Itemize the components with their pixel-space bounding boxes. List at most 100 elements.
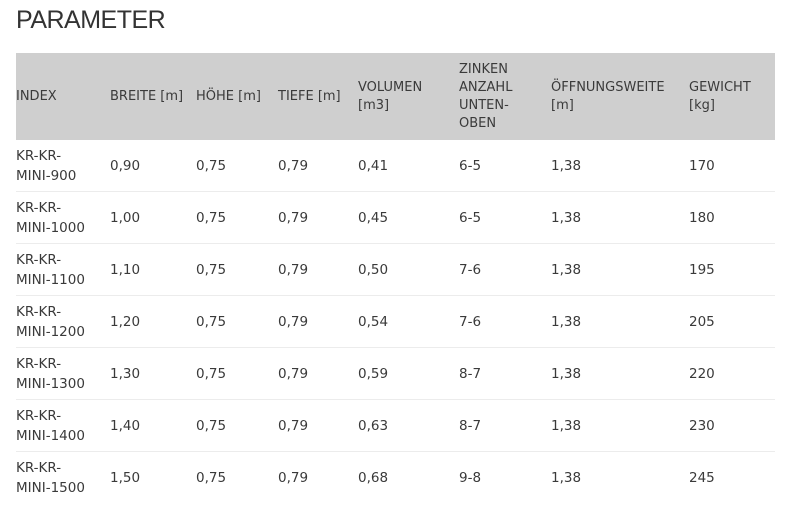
row-index: KR-KR-MINI-1300 [16,355,85,392]
table-cell: 195 [689,243,775,296]
cell-value: 0,75 [196,261,227,278]
column-header: BREITE [m] [110,53,196,140]
cell-value: 1,38 [551,417,582,434]
table-cell: 0,75 [196,347,278,400]
column-header-label: INDEX [16,88,57,104]
table-cell: 1,38 [551,140,689,192]
table-cell: 170 [689,140,775,192]
table-cell: 0,50 [358,243,459,296]
table-cell: 6-5 [459,191,551,244]
page-title: PARAMETER [16,6,166,34]
cell-value: 0,41 [358,157,389,174]
cell-value: 0,79 [278,209,309,226]
table-cell: 0,79 [278,295,358,348]
table-cell: 0,79 [278,347,358,400]
table-cell: 7-6 [459,243,551,296]
table-cell: KR-KR-MINI-900 [16,140,110,192]
table-cell: 1,10 [110,243,196,296]
table-cell: 1,30 [110,347,196,400]
column-header-label: TIEFE [m] [278,88,341,104]
cell-value: 0,45 [358,209,389,226]
cell-value: 0,75 [196,313,227,330]
table-cell: 6-5 [459,140,551,192]
table-cell: 0,75 [196,140,278,192]
column-header: TIEFE [m] [278,53,358,140]
cell-value: 7-6 [459,313,482,330]
cell-value: 245 [689,469,715,486]
cell-value: 0,79 [278,417,309,434]
table-cell: 1,38 [551,399,689,452]
row-index: KR-KR-MINI-1400 [16,407,85,444]
column-header-label: GEWICHT [kg] [689,79,751,113]
cell-value: 7-6 [459,261,482,278]
table-cell: 0,79 [278,399,358,452]
cell-value: 0,79 [278,469,309,486]
table-cell: 0,75 [196,452,278,504]
cell-value: 0,75 [196,157,227,174]
table-cell: 0,63 [358,399,459,452]
cell-value: 0,63 [358,417,389,434]
table-cell: 1,50 [110,452,196,504]
table-row: KR-KR-MINI-1100 1,10 0,75 0,79 0,50 7-6 1,38 19… [16,243,775,296]
table-cell: 0,68 [358,452,459,504]
table-cell: KR-KR-MINI-1400 [16,399,110,452]
cell-value: 0,79 [278,313,309,330]
cell-value: 195 [689,261,715,278]
table-cell: 180 [689,191,775,244]
cell-value: 205 [689,313,715,330]
cell-value: 0,79 [278,261,309,278]
cell-value: 0,75 [196,209,227,226]
table-cell: 0,79 [278,452,358,504]
cell-value: 1,40 [110,417,141,434]
cell-value: 1,30 [110,365,141,382]
table-row: KR-KR-MINI-900 0,90 0,75 0,79 0,41 6-5 1,38 170 [16,140,775,192]
table-cell: 0,79 [278,140,358,192]
table-cell: KR-KR-MINI-1100 [16,243,110,296]
row-index: KR-KR-MINI-1000 [16,199,85,236]
cell-value: 1,38 [551,157,582,174]
cell-value: 8-7 [459,417,482,434]
cell-value: 1,38 [551,261,582,278]
cell-value: 1,38 [551,365,582,382]
row-index: KR-KR-MINI-900 [16,147,77,184]
table-cell: 1,38 [551,243,689,296]
cell-value: 220 [689,365,715,382]
cell-value: 0,50 [358,261,389,278]
table-cell: 0,75 [196,191,278,244]
table-cell: 0,79 [278,243,358,296]
cell-value: 1,00 [110,209,141,226]
table-row: KR-KR-MINI-1300 1,30 0,75 0,79 0,59 8-7 1,38 22… [16,347,775,400]
table-cell: 1,20 [110,295,196,348]
cell-value: 1,38 [551,313,582,330]
table-cell: 205 [689,295,775,348]
column-header-label: BREITE [m] [110,88,184,104]
column-header: HÖHE [m] [196,53,278,140]
table-row: KR-KR-MINI-1000 1,00 0,75 0,79 0,45 6-5 1,38 18… [16,191,775,244]
table-cell: 230 [689,399,775,452]
cell-value: 0,79 [278,157,309,174]
table-row: KR-KR-MINI-1500 1,50 0,75 0,79 0,68 9-8 1,38 24… [16,452,775,504]
cell-value: 1,20 [110,313,141,330]
cell-value: 0,59 [358,365,389,382]
cell-value: 0,90 [110,157,141,174]
header-row: INDEX BREITE [m] HÖHE [m] TIEFE [m] VOLUMEN … [16,53,775,140]
cell-value: 170 [689,157,715,174]
table-cell: KR-KR-MINI-1500 [16,452,110,504]
table-cell: 1,38 [551,295,689,348]
table-cell: 220 [689,347,775,400]
cell-value: 8-7 [459,365,482,382]
table-row: KR-KR-MINI-1400 1,40 0,75 0,79 0,63 8-7 1,38 23… [16,399,775,452]
cell-value: 0,75 [196,417,227,434]
column-header: GEWICHT [kg] [689,53,775,140]
cell-value: 0,75 [196,469,227,486]
table-cell: 0,45 [358,191,459,244]
parameter-table: INDEX BREITE [m] HÖHE [m] TIEFE [m] VOLUMEN … [16,53,775,503]
table-cell: KR-KR-MINI-1000 [16,191,110,244]
column-header-label: ÖFFNUNGSWEITE [m] [551,79,665,113]
table-cell: 0,90 [110,140,196,192]
table-cell: 8-7 [459,347,551,400]
table-cell: 1,38 [551,191,689,244]
table-cell: 0,79 [278,191,358,244]
column-header: VOLUMEN [m3] [358,53,459,140]
cell-value: 230 [689,417,715,434]
